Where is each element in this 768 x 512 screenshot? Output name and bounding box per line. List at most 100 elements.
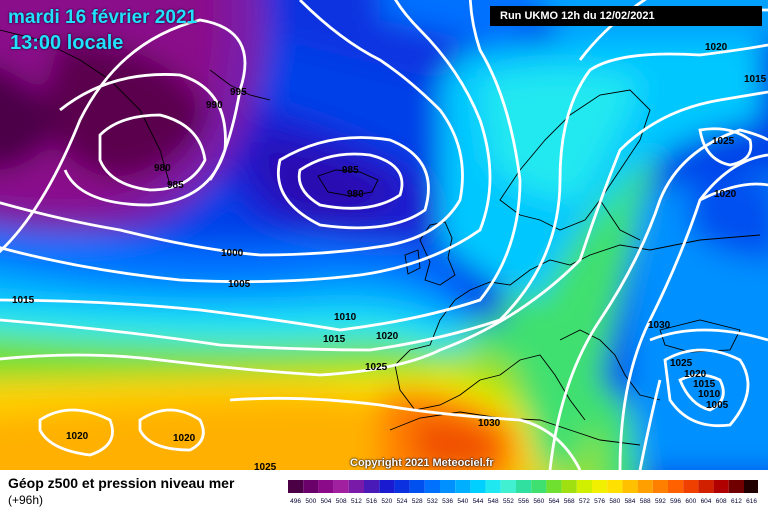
legend-swatch (318, 480, 334, 493)
legend-swatch (713, 480, 729, 493)
legend-swatch (668, 480, 684, 493)
legend-value: 532 (427, 498, 438, 505)
isobar-label: 1010 (334, 312, 357, 323)
geopotential-field: 990 995 980 985 985 980 1000 1005 1015 1… (0, 0, 768, 470)
svg-text:1025: 1025 (365, 362, 388, 373)
legend-value: 608 (716, 498, 727, 505)
legend-value: 616 (746, 498, 757, 505)
svg-text:1020: 1020 (376, 331, 399, 342)
svg-text:1020: 1020 (173, 433, 196, 444)
legend-swatch (622, 480, 638, 493)
model-run-label: Run UKMO 12h du 12/02/2021 (490, 6, 762, 26)
isobar-label: 990 (206, 100, 223, 111)
isobar-label: 1015 (693, 379, 716, 390)
isobar-label: 1025 (254, 462, 277, 470)
map-title: Géop z500 et pression niveau mer (8, 475, 235, 491)
svg-text:980: 980 (347, 189, 364, 200)
legend-swatch (607, 480, 623, 493)
legend-value: 612 (731, 498, 742, 505)
legend-swatch (683, 480, 699, 493)
legend-value: 552 (503, 498, 514, 505)
legend-swatch (728, 480, 744, 493)
svg-text:995: 995 (230, 87, 247, 98)
svg-text:990: 990 (206, 100, 223, 111)
legend-value: 496 (290, 498, 301, 505)
legend-swatch (333, 480, 349, 493)
isobar-label: 1020 (376, 331, 399, 342)
isobar-label: 980 (347, 189, 364, 200)
isobar-label: 1010 (698, 389, 721, 400)
svg-text:1025: 1025 (254, 462, 277, 470)
svg-text:1020: 1020 (66, 431, 89, 442)
legend-value: 584 (625, 498, 636, 505)
legend-value: 588 (640, 498, 651, 505)
svg-text:1015: 1015 (323, 334, 346, 345)
coastlines (0, 29, 761, 446)
svg-text:1025: 1025 (670, 358, 693, 369)
legend-swatch (470, 480, 486, 493)
legend-swatch (303, 480, 319, 493)
legend-value: 540 (457, 498, 468, 505)
isobar-label: 1030 (648, 320, 671, 331)
isobar-label: 985 (167, 180, 184, 191)
legend-swatch (455, 480, 471, 493)
isobar-label: 1020 (173, 433, 196, 444)
svg-text:1010: 1010 (334, 312, 357, 323)
isobar-label: 1005 (228, 279, 251, 290)
svg-text:1010: 1010 (698, 389, 721, 400)
isobar-lines (0, 0, 768, 470)
isobar-label: 1030 (478, 418, 501, 429)
svg-text:1025: 1025 (712, 136, 735, 147)
legend-value: 556 (518, 498, 529, 505)
isobar-label: 1005 (706, 400, 729, 411)
legend-swatch (364, 480, 380, 493)
legend-value: 580 (609, 498, 620, 505)
svg-text:1030: 1030 (648, 320, 671, 331)
isobar-label: 980 (154, 163, 171, 174)
isobar-label: 1020 (66, 431, 89, 442)
isobar-label: 1025 (365, 362, 388, 373)
legend-value: 524 (397, 498, 408, 505)
legend-value: 592 (655, 498, 666, 505)
legend-swatch (409, 480, 425, 493)
legend-swatch (485, 480, 501, 493)
svg-text:1020: 1020 (705, 42, 728, 53)
legend-value: 512 (351, 498, 362, 505)
legend-value: 600 (685, 498, 696, 505)
legend-swatch (500, 480, 516, 493)
legend-swatch (561, 480, 577, 493)
legend-swatch (576, 480, 592, 493)
svg-text:1000: 1000 (221, 248, 244, 259)
isobar-label: 995 (230, 87, 247, 98)
legend-value: 548 (488, 498, 499, 505)
isobar-label: 1020 (684, 369, 707, 380)
svg-text:1020: 1020 (714, 189, 737, 200)
svg-text:1015: 1015 (12, 295, 35, 306)
svg-text:1015: 1015 (744, 74, 767, 85)
legend-swatch (379, 480, 395, 493)
isobar-label: 1020 (705, 42, 728, 53)
legend-value: 596 (670, 498, 681, 505)
legend-value: 560 (533, 498, 544, 505)
legend-swatch (440, 480, 456, 493)
svg-text:980: 980 (154, 163, 171, 174)
svg-text:1020: 1020 (684, 369, 707, 380)
svg-text:1030: 1030 (478, 418, 501, 429)
forecast-date: mardi 16 février 2021 (8, 7, 198, 28)
isobar-label: 1015 (12, 295, 35, 306)
isobar-label: 1000 (221, 248, 244, 259)
legend-swatch (394, 480, 410, 493)
legend-swatch (637, 480, 653, 493)
isobar-label: 1025 (712, 136, 735, 147)
svg-text:985: 985 (342, 165, 359, 176)
legend-value: 516 (366, 498, 377, 505)
legend-swatch (652, 480, 668, 493)
isobar-label: 1020 (714, 189, 737, 200)
svg-text:1005: 1005 (228, 279, 251, 290)
color-scale-legend: 496 500 504 508 512 516 520 524 528 532 536 540 544 5… (288, 480, 758, 505)
isobar-label: 1015 (744, 74, 767, 85)
svg-text:985: 985 (167, 180, 184, 191)
legend-swatch (592, 480, 608, 493)
legend-value: 564 (549, 498, 560, 505)
legend-swatch (288, 480, 304, 493)
